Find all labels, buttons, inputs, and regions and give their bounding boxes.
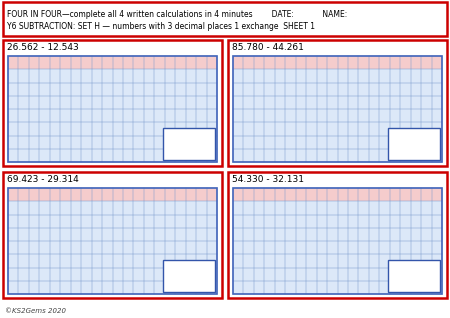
Bar [3,172,222,298]
Text: Y6 SUBTRACTION: SET H — numbers with 3 decimal places 1 exchange  SHEET 1: Y6 SUBTRACTION: SET H — numbers with 3 d… [7,22,315,31]
Bar [233,188,442,294]
Bar [233,188,442,201]
Bar [3,2,447,36]
Bar [228,172,447,298]
Bar [233,56,442,162]
Bar [233,69,442,162]
Bar [233,201,442,294]
Bar [388,128,440,160]
Text: 26.562 - 12.543: 26.562 - 12.543 [7,43,79,52]
Text: ©KS2Gems 2020: ©KS2Gems 2020 [5,308,66,314]
Bar [8,201,217,294]
Bar [8,188,217,294]
Bar [8,69,217,162]
Bar [163,260,215,292]
Bar [163,128,215,160]
Bar [228,40,447,166]
Text: 85.780 - 44.261: 85.780 - 44.261 [232,43,304,52]
Bar [8,188,217,201]
Bar [233,56,442,69]
Text: 54.330 - 32.131: 54.330 - 32.131 [232,175,304,184]
Bar [3,40,222,166]
Text: FOUR IN FOUR—complete all 4 written calculations in 4 minutes        DATE:      : FOUR IN FOUR—complete all 4 written calc… [7,10,347,19]
Text: 69.423 - 29.314: 69.423 - 29.314 [7,175,79,184]
Bar [8,56,217,162]
Bar [8,56,217,69]
Bar [388,260,440,292]
